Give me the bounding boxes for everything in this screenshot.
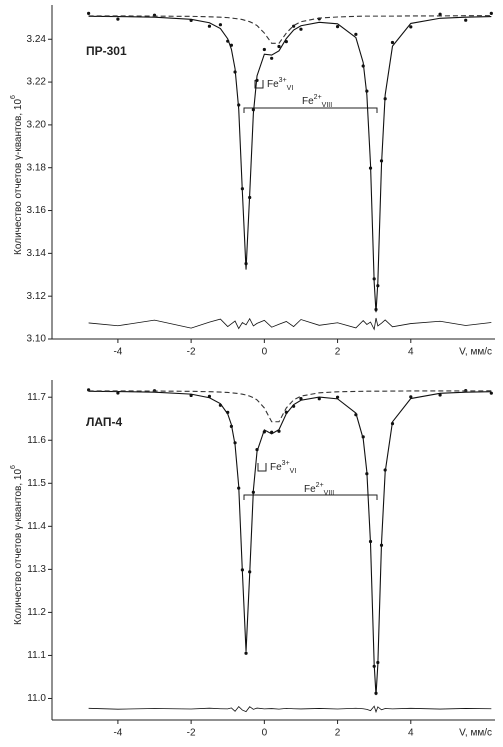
data-point (116, 17, 120, 21)
component-line (88, 15, 492, 44)
y-tick-label: 11.3 (27, 564, 46, 575)
annotation: Fe3+VI (270, 460, 296, 475)
data-point (464, 18, 468, 22)
y-tick-label: 11.0 (27, 693, 46, 704)
y-axis-label-sup: 6 (10, 95, 17, 99)
data-point (438, 393, 442, 397)
data-point (116, 391, 120, 395)
y-tick-label: 11.7 (27, 392, 46, 403)
y-axis-label: Количество отчетов γ-квантов, 106 (10, 465, 24, 625)
annotation-sub: VI (290, 468, 297, 475)
annotation-sub: VIII (322, 102, 333, 109)
data-point (489, 391, 493, 395)
x-tick-label: 2 (335, 728, 341, 739)
annotation-text: Fe (302, 96, 314, 107)
x-tick-label: -4 (113, 728, 122, 739)
x-tick-label: 0 (262, 347, 268, 358)
component-line (88, 390, 492, 423)
x-tick-label: 4 (408, 347, 414, 358)
fe3-bracket (257, 463, 267, 472)
x-tick-label: 0 (262, 728, 268, 739)
data-point (299, 27, 303, 31)
sample-label: ЛАП-4 (86, 415, 123, 429)
y-axis-label-text: Количество отчетов γ-квантов, 10 (13, 469, 24, 625)
annotation-text: Fe (267, 79, 279, 90)
y-tick-label: 11.4 (27, 521, 46, 532)
y-tick-label: 11.1 (27, 650, 46, 661)
annotation: Fe2+VIII (302, 94, 332, 109)
data-point (354, 32, 358, 36)
annotation-sup: 2+ (314, 94, 322, 101)
y-tick-label: 3.12 (27, 291, 47, 302)
data-point (218, 23, 223, 27)
residual-line (88, 317, 492, 331)
annotation-text: Fe (304, 484, 316, 495)
annotation-sup: 2+ (316, 482, 324, 489)
x-axis-label: V, мм/с (459, 728, 492, 739)
data-point (409, 395, 413, 399)
fe2-bracket (243, 107, 378, 113)
y-axis-label-sup: 6 (10, 465, 17, 469)
residual-line (88, 705, 492, 714)
data-point (262, 47, 266, 52)
data-point (207, 24, 212, 28)
data-point (244, 651, 248, 655)
data-point (87, 11, 91, 15)
x-tick-label: -2 (187, 728, 196, 739)
data-point (299, 396, 303, 401)
x-tick-label: 4 (408, 728, 414, 739)
annotation: Fe2+VIII (304, 482, 334, 497)
x-tick-label: -2 (187, 347, 196, 358)
data-point (270, 56, 274, 60)
y-tick-label: 3.10 (27, 334, 47, 345)
y-tick-label: 11.2 (27, 607, 46, 618)
annotation-sup: 3+ (282, 460, 290, 467)
x-tick-label: -4 (113, 347, 122, 358)
y-tick-label: 11.5 (27, 478, 46, 489)
x-tick-label: 2 (335, 347, 341, 358)
y-tick-label: 3.14 (27, 248, 47, 259)
data-point (335, 395, 340, 399)
annotation-text: Fe (270, 462, 282, 473)
sample-label: ПР-301 (86, 44, 127, 58)
annotation-sub: VIII (324, 490, 335, 497)
data-point (390, 40, 395, 45)
y-tick-label: 3.22 (27, 77, 47, 88)
y-axis-label: Количество отчетов γ-квантов, 106 (10, 95, 24, 255)
data-point (317, 397, 321, 401)
y-tick-label: 3.20 (27, 120, 47, 131)
annotation: Fe3+VI (267, 77, 293, 92)
data-point (335, 25, 340, 29)
fit-line (88, 390, 492, 696)
y-tick-label: 3.24 (27, 34, 47, 45)
annotation-sub: VI (287, 85, 294, 92)
data-point (277, 44, 281, 49)
fit-line (88, 15, 492, 313)
y-tick-label: 3.18 (27, 162, 47, 173)
data-point (409, 25, 413, 29)
x-axis-label: V, мм/с (459, 347, 492, 358)
annotation-sup: 3+ (279, 77, 287, 84)
y-axis-label-text: Количество отчетов γ-квантов, 10 (13, 99, 24, 255)
fe2-bracket (243, 494, 378, 500)
data-point (489, 11, 493, 15)
fe3-bracket (254, 80, 264, 89)
y-tick-label: 11.6 (27, 435, 46, 446)
y-tick-label: 3.16 (27, 205, 47, 216)
data-point (438, 12, 442, 16)
